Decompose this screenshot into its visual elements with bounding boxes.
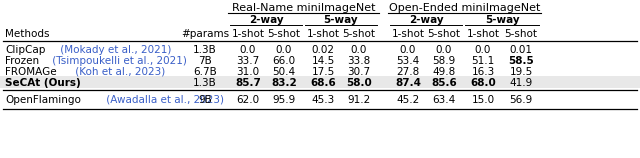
Text: 45.2: 45.2	[396, 95, 420, 105]
Text: 2-way: 2-way	[409, 15, 444, 25]
Text: ClipCap: ClipCap	[5, 45, 45, 55]
Text: 0.0: 0.0	[276, 45, 292, 55]
Text: 58.5: 58.5	[508, 56, 534, 66]
Text: 30.7: 30.7	[348, 67, 371, 77]
Text: 58.0: 58.0	[346, 78, 372, 88]
Text: 68.0: 68.0	[470, 78, 496, 88]
Text: 5-way: 5-way	[484, 15, 519, 25]
Text: 41.9: 41.9	[509, 78, 532, 88]
Text: 1-shot: 1-shot	[307, 29, 339, 39]
Text: 45.3: 45.3	[312, 95, 335, 105]
Text: #params: #params	[181, 29, 229, 39]
Text: 95.9: 95.9	[273, 95, 296, 105]
Text: 0.0: 0.0	[436, 45, 452, 55]
Text: Frozen: Frozen	[5, 56, 39, 66]
Text: 5-shot: 5-shot	[504, 29, 538, 39]
Text: 1.3B: 1.3B	[193, 45, 217, 55]
Text: 5-shot: 5-shot	[268, 29, 301, 39]
Text: 33.8: 33.8	[348, 56, 371, 66]
Text: 6.7B: 6.7B	[193, 67, 217, 77]
Text: 5-shot: 5-shot	[428, 29, 461, 39]
Text: 16.3: 16.3	[472, 67, 495, 77]
Text: 1-shot: 1-shot	[392, 29, 424, 39]
Text: 1-shot: 1-shot	[232, 29, 264, 39]
Text: 51.1: 51.1	[472, 56, 495, 66]
Text: 49.8: 49.8	[433, 67, 456, 77]
Text: 68.6: 68.6	[310, 78, 336, 88]
Text: 7B: 7B	[198, 56, 212, 66]
Text: SeCAt (Ours): SeCAt (Ours)	[5, 78, 81, 88]
Text: (Tsimpoukelli et al., 2021): (Tsimpoukelli et al., 2021)	[49, 56, 187, 66]
Text: 56.9: 56.9	[509, 95, 532, 105]
Text: 66.0: 66.0	[273, 56, 296, 66]
Text: (Awadalla et al., 2023): (Awadalla et al., 2023)	[103, 95, 224, 105]
Text: 83.2: 83.2	[271, 78, 297, 88]
Text: 91.2: 91.2	[348, 95, 371, 105]
Text: OpenFlamingo: OpenFlamingo	[5, 95, 81, 105]
Text: 5-way: 5-way	[324, 15, 358, 25]
Text: 1-shot: 1-shot	[467, 29, 499, 39]
Text: 14.5: 14.5	[312, 56, 335, 66]
Text: 58.9: 58.9	[433, 56, 456, 66]
Text: 0.0: 0.0	[351, 45, 367, 55]
Text: 85.6: 85.6	[431, 78, 457, 88]
Text: 5-shot: 5-shot	[342, 29, 376, 39]
Text: 17.5: 17.5	[312, 67, 335, 77]
Text: 87.4: 87.4	[395, 78, 421, 88]
Bar	[0, 76, 640, 88]
Text: 1.3B: 1.3B	[193, 78, 217, 88]
Text: 2-way: 2-way	[249, 15, 284, 25]
Text: 19.5: 19.5	[509, 67, 532, 77]
Text: Real-Name miniImageNet: Real-Name miniImageNet	[232, 3, 375, 13]
Text: 0.02: 0.02	[312, 45, 335, 55]
Text: 33.7: 33.7	[236, 56, 260, 66]
Text: Methods: Methods	[5, 29, 49, 39]
Text: (Mokady et al., 2021): (Mokady et al., 2021)	[57, 45, 172, 55]
Text: Open-Ended miniImageNet: Open-Ended miniImageNet	[389, 3, 540, 13]
Text: 63.4: 63.4	[433, 95, 456, 105]
Text: 0.0: 0.0	[240, 45, 256, 55]
Text: 53.4: 53.4	[396, 56, 420, 66]
Text: 27.8: 27.8	[396, 67, 420, 77]
Text: 0.0: 0.0	[400, 45, 416, 55]
Text: 0.0: 0.0	[475, 45, 491, 55]
Text: FROMAGe: FROMAGe	[5, 67, 56, 77]
Text: 31.0: 31.0	[236, 67, 260, 77]
Text: 85.7: 85.7	[235, 78, 261, 88]
Text: (Koh et al., 2023): (Koh et al., 2023)	[72, 67, 165, 77]
Text: 15.0: 15.0	[472, 95, 495, 105]
Text: 50.4: 50.4	[273, 67, 296, 77]
Text: 0.01: 0.01	[509, 45, 532, 55]
Text: 9B: 9B	[198, 95, 212, 105]
Text: 62.0: 62.0	[236, 95, 260, 105]
